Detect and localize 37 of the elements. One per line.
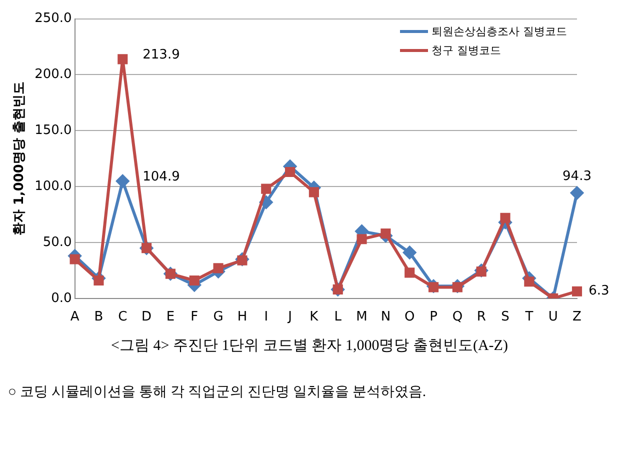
x-tick-label: U — [548, 310, 558, 325]
y-tick-label: 150.0 — [34, 123, 72, 138]
y-tick-label: 0.0 — [51, 290, 72, 306]
x-tick-label: N — [380, 310, 391, 325]
x-tick-label: J — [287, 310, 292, 325]
y-tick-label: 250.0 — [34, 11, 72, 26]
x-tick-label: E — [166, 310, 175, 325]
x-tick-label: K — [310, 310, 319, 325]
x-tick-label: D — [142, 310, 152, 325]
y-tick-label: 50.0 — [42, 234, 72, 250]
data-label: 213.9 — [142, 48, 180, 63]
text: <그림 4> 주진단 1단위 코드별 환자 1,000명당 출현빈도(A-Z) — [110, 337, 509, 355]
data-label: 6.3 — [588, 284, 610, 299]
x-tick-label: Z — [572, 310, 582, 325]
legend-label: 퇴원손상심층조사 질병코드 — [432, 24, 567, 39]
x-tick-label: B — [94, 310, 104, 325]
x-tick-label: L — [334, 310, 342, 325]
x-tick-label: A — [70, 310, 80, 325]
x-tick-label: M — [356, 310, 368, 325]
y-axis-title: 환자 1,000명당 출현빈도 — [12, 82, 28, 236]
y-tick-label: 200.0 — [34, 67, 72, 82]
y-tick-label: 100.0 — [34, 178, 72, 194]
x-tick-label: F — [190, 310, 198, 325]
data-label: 104.9 — [142, 169, 180, 184]
x-tick-label: C — [118, 310, 128, 325]
x-tick-label: T — [524, 310, 534, 325]
x-tick-label: S — [501, 310, 510, 325]
data-label: 94.3 — [562, 168, 592, 184]
x-tick-label: R — [476, 310, 486, 325]
x-tick-label: I — [264, 310, 268, 325]
x-tick-label: P — [430, 310, 438, 325]
legend-label: 청구 질병코드 — [432, 43, 501, 58]
text: ○ 코딩 시뮬레이션을 통해 각 직업군의 진단명 일치율을 분석하였음. — [8, 384, 427, 401]
x-tick-label: O — [404, 310, 415, 325]
x-tick-label: Q — [452, 310, 463, 325]
x-tick-label: G — [213, 310, 224, 325]
x-tick-label: H — [237, 310, 248, 325]
